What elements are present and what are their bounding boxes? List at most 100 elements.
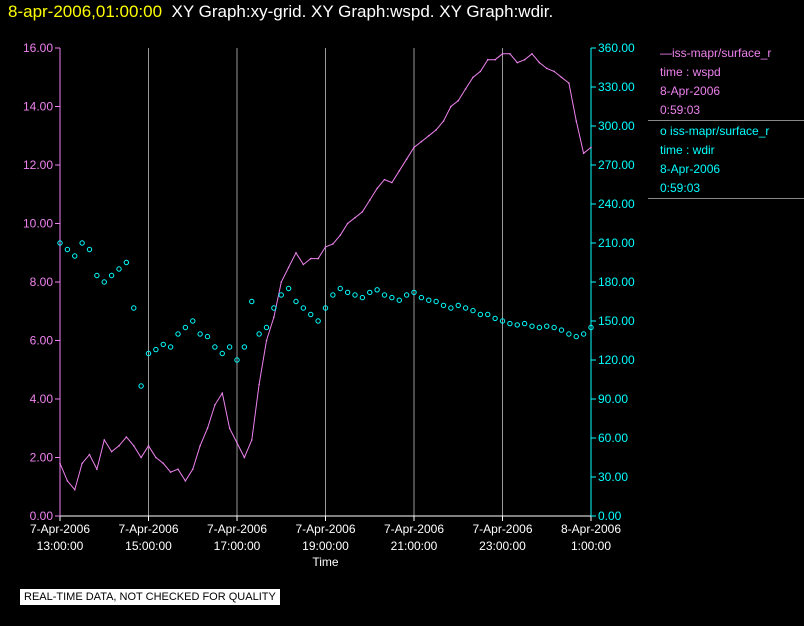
wspd-point (560, 76, 563, 79)
x-tick-label-date: 8-Apr-2006 (561, 522, 621, 536)
x-tick-label-time: 23:00:00 (479, 539, 526, 553)
x-tick-label-date: 7-Apr-2006 (118, 522, 178, 536)
wspd-point (376, 187, 378, 190)
wdir-point (315, 318, 321, 324)
y-right-tick-label: 300.00 (598, 119, 635, 133)
wdir-point (440, 302, 447, 309)
y-right-tick-label: 90.00 (598, 392, 628, 406)
wdir-point (433, 298, 439, 305)
wdir-point (536, 324, 543, 331)
wdir-point (278, 292, 284, 298)
wdir-point (455, 302, 461, 309)
wspd-point (191, 468, 194, 471)
x-tick-label-time: 17:00:00 (214, 539, 261, 553)
wdir-point (462, 305, 469, 311)
wdir-point (219, 350, 225, 357)
wspd-point (110, 450, 113, 453)
wdir-point (182, 324, 189, 331)
wdir-point (448, 305, 454, 311)
wdir-point (72, 253, 78, 259)
wspd-point (413, 146, 415, 149)
wspd-point (280, 281, 283, 283)
y-left-tick-label: 10.00 (23, 217, 53, 231)
wspd-point (155, 456, 157, 459)
wspd-point (405, 158, 408, 160)
wdir-point (285, 285, 292, 292)
wspd-point (346, 222, 349, 225)
wdir-point (256, 331, 262, 337)
wspd-point (250, 439, 253, 441)
legend: —iss-mapr/surface_r time : wspd 8-Apr-20… (648, 44, 804, 199)
y-left-tick-label: 6.00 (30, 334, 54, 348)
wspd-point (103, 439, 106, 441)
wspd-point (309, 257, 312, 260)
x-tick-label-date: 7-Apr-2006 (384, 522, 444, 536)
wspd-point (472, 76, 474, 79)
wdir-point (153, 346, 159, 353)
wdir-point (123, 259, 130, 266)
wspd-point (228, 427, 231, 430)
wdir-point (108, 272, 115, 279)
legend-entry-wdir: o iss-mapr/surface_r time : wdir 8-Apr-2… (660, 122, 804, 198)
wspd-point (391, 181, 393, 184)
wspd-point (435, 129, 437, 131)
header-graph-titles: XY Graph:xy-grid. XY Graph:wspd. XY Grap… (171, 2, 554, 21)
wdir-point (470, 307, 476, 314)
header: 8-apr-2006,01:00:00 XY Graph:xy-grid. XY… (8, 2, 553, 22)
y-right-tick-label: 330.00 (598, 80, 635, 94)
wspd-point (81, 462, 83, 465)
wspd-point (479, 70, 482, 73)
wdir-point (86, 246, 93, 253)
wdir-point (322, 305, 329, 311)
wspd-point (243, 456, 246, 459)
x-tick-label-time: 19:00:00 (302, 539, 349, 553)
wspd-point (450, 105, 452, 108)
wspd-point (339, 234, 342, 236)
x-tick-label-time: 13:00:00 (37, 539, 84, 553)
wspd-point (73, 488, 76, 491)
wspd-point (214, 404, 216, 406)
wspd-point (354, 216, 356, 219)
legend-circle-symbol: o (660, 124, 667, 138)
wspd-point (420, 140, 423, 143)
wdir-point (308, 311, 314, 318)
y-right-tick-label: 360.00 (598, 41, 635, 55)
wdir-point (529, 323, 535, 329)
legend-line-symbol: — (660, 46, 672, 60)
y-right-tick-label: 180.00 (598, 275, 635, 289)
wspd-point (523, 58, 526, 61)
wspd-point (368, 199, 371, 201)
wdir-point (485, 311, 491, 318)
legend-separator (648, 198, 804, 199)
x-tick-label-time: 15:00:00 (125, 539, 172, 553)
wspd-point (132, 445, 135, 447)
header-timestamp: 8-apr-2006,01:00:00 (8, 2, 163, 21)
wspd-point (582, 152, 585, 155)
wspd-point (162, 462, 165, 465)
wspd-point (568, 82, 570, 84)
y-right-tick-label: 60.00 (598, 431, 628, 445)
legend-wspd-field: time : wspd (660, 65, 721, 79)
wdir-point (492, 315, 498, 322)
wspd-point (118, 445, 120, 447)
wspd-point (516, 61, 519, 64)
wspd-point (509, 53, 511, 55)
x-axis-label: Time (312, 555, 339, 569)
y-left-tick-label: 0.00 (30, 509, 54, 523)
y-left-tick-label: 8.00 (30, 275, 54, 289)
wspd-point (332, 243, 334, 245)
wspd-point (464, 88, 467, 90)
wspd-point (457, 99, 460, 102)
wspd-point (317, 257, 319, 260)
y-left-tick-label: 12.00 (23, 158, 53, 172)
wspd-point (147, 445, 150, 447)
y-left-tick-label: 14.00 (23, 100, 53, 114)
wspd-point (553, 70, 555, 73)
wdir-point (551, 324, 557, 331)
legend-wdir-time: 0:59:03 (660, 181, 701, 195)
wspd-point (273, 316, 275, 318)
wdir-point (381, 292, 388, 298)
x-tick-label-date: 7-Apr-2006 (295, 522, 355, 536)
wdir-point (396, 297, 402, 303)
wspd-point (590, 146, 592, 149)
